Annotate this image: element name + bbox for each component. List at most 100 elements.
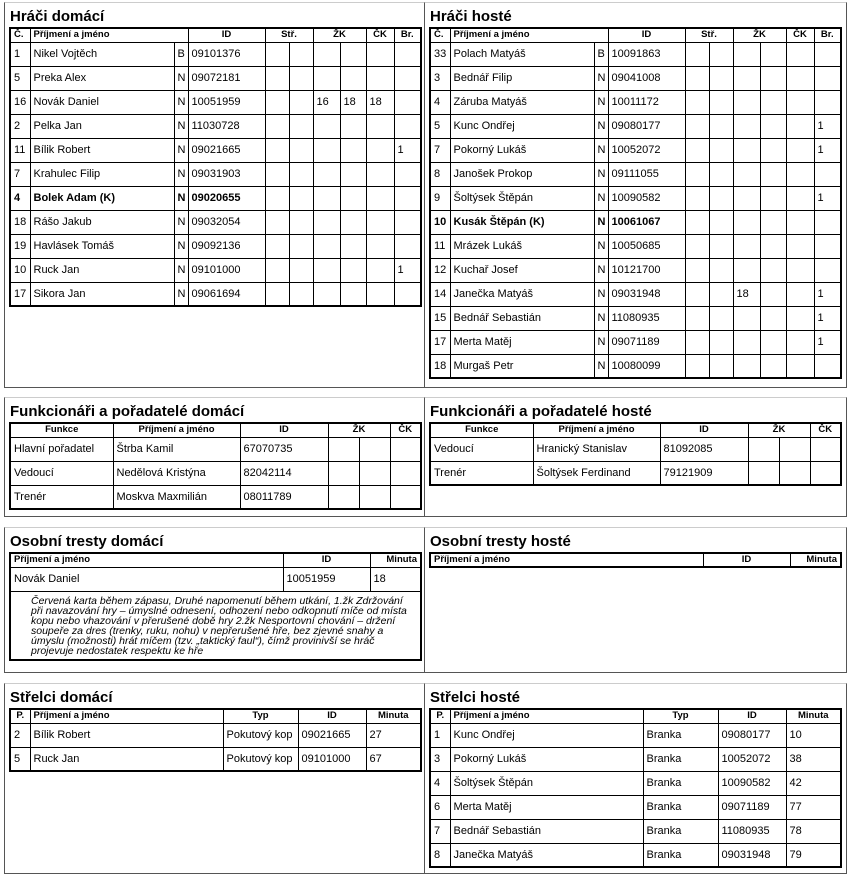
cell-br (393, 89, 422, 115)
cell-ck (365, 209, 395, 235)
cell-br (813, 353, 842, 379)
cell-no: 16 (9, 89, 31, 115)
column-header: ŽK (327, 422, 391, 438)
cell-ck (365, 185, 395, 211)
cell-pos: N (593, 353, 609, 379)
column-header: ID (702, 552, 791, 568)
cell-ck (389, 436, 422, 462)
column-header: ŽK (732, 27, 787, 43)
away-scorers-panel: Střelci hosté P. Příjmení a jméno Typ ID Min… (424, 683, 847, 874)
table-row: Novák Daniel 10051959 18 (9, 566, 422, 592)
away-penalties-panel: Osobní tresty hosté Příjmení a jméno ID Mi… (424, 527, 847, 673)
cell-no: 7 (429, 137, 451, 163)
cell-z2 (339, 137, 367, 163)
cell-type: Branka (642, 842, 719, 868)
cell-id: 09080177 (607, 113, 686, 139)
cell-id: 09111055 (607, 161, 686, 187)
home-players-panel: Hráči domácí Č. Příjmení a jméno ID Stř. ŽK Č… (4, 2, 425, 388)
cell-ck (365, 65, 395, 91)
cell-pos: N (173, 233, 189, 259)
cell-pos: N (593, 65, 609, 91)
column-header: ŽK (747, 422, 811, 438)
cell-id: 09072181 (187, 65, 266, 91)
table-row: 7 Bednář Sebastián Branka 11080935 78 (429, 818, 842, 844)
cell-z1 (732, 329, 761, 355)
cell-s1 (264, 65, 290, 91)
header-row: P. Příjmení a jméno Typ ID Minuta (9, 708, 422, 724)
cell-no: 5 (9, 65, 31, 91)
cell-br (813, 209, 842, 235)
cell-s1 (264, 89, 290, 115)
cell-id: 10061067 (607, 209, 686, 235)
away-penalties-table: Příjmení a jméno ID Minuta (429, 552, 842, 568)
cell-z2 (759, 353, 787, 379)
cell-z1 (312, 281, 341, 307)
cell-minute: 77 (785, 794, 842, 820)
table-row: Trenér Moskva Maxmilián 08011789 (9, 484, 422, 510)
cell-ck (785, 185, 815, 211)
column-header: Č. (9, 27, 31, 43)
column-header: ČK (389, 422, 422, 438)
cell-z2 (759, 65, 787, 91)
cell-pos: N (173, 185, 189, 211)
cell-s2 (288, 281, 314, 307)
column-header: P. (9, 708, 31, 724)
cell-name: Bílik Robert (29, 722, 224, 748)
cell-br (393, 185, 422, 211)
cell-z2 (759, 89, 787, 115)
cell-s1 (684, 305, 710, 331)
cell-id: 10051959 (282, 566, 371, 592)
cell-pos: N (593, 305, 609, 331)
cell-name: Kunc Ondřej (449, 113, 595, 139)
cell-name: Merta Matěj (449, 329, 595, 355)
cell-s1 (264, 113, 290, 139)
column-header: Funkce (9, 422, 114, 438)
cell-z1 (732, 209, 761, 235)
cell-br: 1 (813, 137, 842, 163)
cell-ck (365, 281, 395, 307)
cell-s1 (264, 209, 290, 235)
column-header: Příjmení a jméno (9, 552, 284, 568)
table-row: 5 Ruck Jan Pokutový kop 09101000 67 (9, 746, 422, 772)
section-title: Funkcionáři a pořadatelé hosté (430, 403, 652, 420)
table-row: 2 Bílik Robert Pokutový kop 09021665 27 (9, 722, 422, 748)
cell-br (813, 41, 842, 67)
column-header: Příjmení a jméno (429, 552, 704, 568)
cell-z2 (339, 161, 367, 187)
cell-minute: 67 (365, 746, 422, 772)
cell-name: Sikora Jan (29, 281, 175, 307)
cell-s1 (264, 41, 290, 67)
cell-br: 1 (813, 281, 842, 307)
cell-name: Janošek Prokop (449, 161, 595, 187)
table-row: 6 Merta Matěj Branka 09071189 77 (429, 794, 842, 820)
cell-pos: N (593, 185, 609, 211)
cell-no: 7 (9, 161, 31, 187)
cell-z1 (327, 460, 360, 486)
table-row: 4 Bolek Adam (K) N 09020655 (9, 185, 422, 211)
cell-id: 10091863 (607, 41, 686, 67)
cell-br (813, 233, 842, 259)
cell-id: 09071189 (717, 794, 787, 820)
table-row: 2 Pelka Jan N 11030728 (9, 113, 422, 139)
cell-name: Hranický Stanislav (532, 436, 661, 462)
cell-id: 79121909 (659, 460, 749, 486)
cell-name: Janečka Matyáš (449, 842, 644, 868)
cell-id: 82042114 (239, 460, 329, 486)
cell-no: 1 (9, 41, 31, 67)
table-row: 17 Sikora Jan N 09061694 (9, 281, 422, 307)
section-title: Hráči domácí (10, 8, 105, 25)
cell-br (813, 65, 842, 91)
cell-role: Trenér (9, 484, 114, 510)
cell-no: 2 (9, 113, 31, 139)
cell-z1 (732, 257, 761, 283)
cell-ck (785, 89, 815, 115)
cell-z2 (339, 281, 367, 307)
cell-s1 (684, 281, 710, 307)
cell-s2 (288, 65, 314, 91)
cell-z1 (732, 137, 761, 163)
cell-id: 10080099 (607, 353, 686, 379)
cell-no: 33 (429, 41, 451, 67)
cell-p: 1 (429, 722, 451, 748)
cell-br: 1 (813, 329, 842, 355)
cell-br (393, 41, 422, 67)
